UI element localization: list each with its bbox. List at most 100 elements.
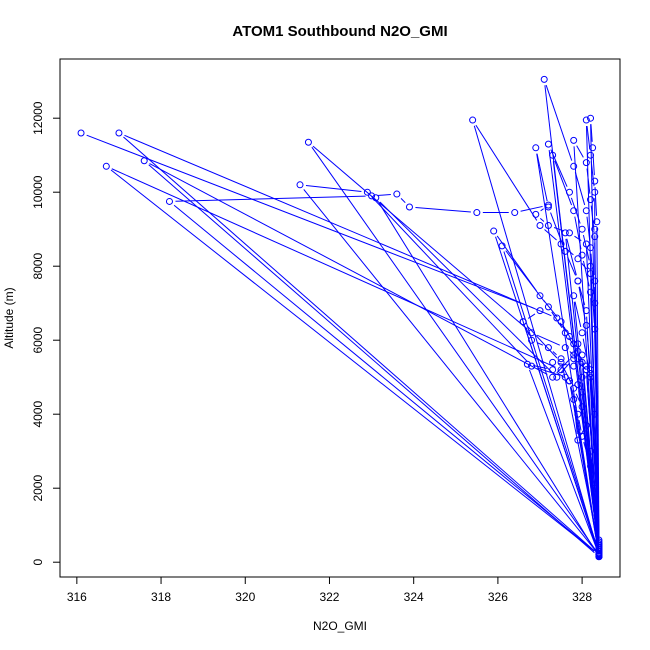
data-point [578,373,586,381]
data-point [587,262,595,270]
series-segment [590,124,593,142]
data-point [561,329,569,337]
series-segment [552,351,557,356]
data-point [549,358,557,366]
data-point [574,355,582,363]
series-segment [552,161,599,549]
series-segment [148,164,595,554]
data-point [557,355,565,363]
data-point [532,210,540,218]
data-point [574,277,582,285]
x-tick-label: 326 [488,590,508,604]
x-axis-label: N2O_GMI [313,619,367,633]
data-point [570,136,578,144]
data-point [393,190,401,198]
data-point [565,333,573,340]
data-point [587,373,595,381]
x-tick-label: 324 [404,590,424,604]
data-point [587,196,595,204]
data-point [574,340,582,348]
series-segment [560,362,571,374]
data-point [544,222,552,229]
data-point [544,203,552,211]
data-point [582,207,590,215]
series-segment [123,136,595,552]
series-segment [496,235,537,292]
data-point [549,373,557,381]
series-segment [371,196,528,363]
series-segment [173,204,595,552]
series-segment [111,168,556,368]
data-point [582,421,590,429]
series-segment [526,325,558,359]
data-point [574,255,582,263]
data-point [591,325,599,333]
data-point [557,240,565,248]
series-segment [574,216,582,250]
data-point [578,403,586,411]
series-segment [578,420,582,431]
data-point [570,162,578,170]
data-point [587,288,595,296]
series-segment [175,195,366,202]
data-point [532,144,540,152]
series-segment [527,313,536,319]
series-segment [533,365,547,370]
data-point [591,277,599,285]
data-point [582,116,590,124]
x-tick-label: 316 [67,590,87,604]
data-point [578,225,586,233]
data-point [469,116,477,124]
data-point [589,144,597,152]
data-point [565,229,573,237]
data-point [574,410,582,418]
data-point [578,432,586,440]
data-point [544,344,552,352]
y-axis-label: Altitude (m) [2,287,16,348]
data-point [540,75,548,83]
data-point [561,229,569,237]
data-point [587,447,595,455]
data-point [587,270,595,278]
series-segment [582,234,590,261]
data-point [304,138,312,146]
data-point [570,340,578,348]
data-point [595,553,603,561]
data-point [582,362,590,370]
data-point [578,329,586,337]
data-point [536,222,544,229]
x-tick-label: 320 [235,590,255,604]
data-point [570,395,578,403]
data-point [296,181,304,189]
series-segment [581,363,584,366]
series-segment [556,359,570,374]
data-point [570,207,578,215]
series-segment [551,311,563,329]
series-segment [544,229,557,241]
data-point [591,410,599,418]
series-segment [590,471,599,548]
series-segment [415,206,471,213]
series-segment [554,160,573,206]
series-segment [303,189,596,551]
data-point [536,307,544,315]
data-point [565,188,573,196]
series-segment [378,202,597,552]
data-point [473,209,481,217]
series-segment [586,331,591,364]
series-segment [305,184,362,193]
series-segment [149,163,548,375]
series-segment [86,134,535,309]
data-point [578,358,586,366]
data-point [574,436,582,444]
data-point [405,203,413,211]
data-point [595,536,603,544]
data-point [561,247,569,255]
data-point [578,388,586,396]
x-tick-label: 328 [572,590,592,604]
plot-area [77,75,603,561]
series-segment [590,457,595,483]
data-point [578,251,586,259]
series-segment [524,327,598,550]
